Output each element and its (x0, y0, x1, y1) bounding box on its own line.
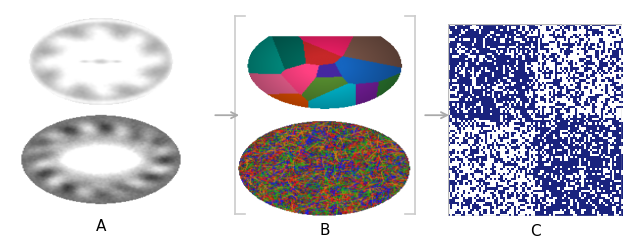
FancyArrowPatch shape (425, 112, 447, 118)
Text: B: B (319, 222, 330, 238)
Text: C: C (530, 224, 540, 239)
FancyArrowPatch shape (215, 112, 237, 118)
Text: A: A (95, 219, 106, 234)
